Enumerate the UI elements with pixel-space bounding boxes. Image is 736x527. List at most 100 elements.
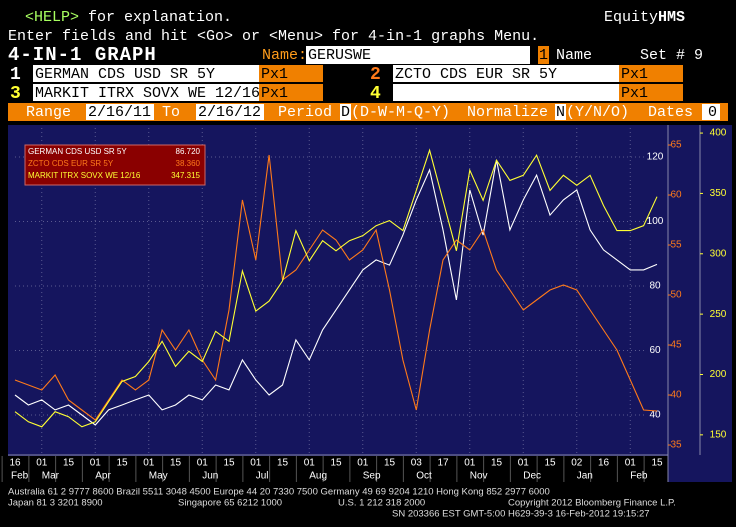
slot-number: 3 xyxy=(10,84,21,104)
footer-line: Copyright 2012 Bloomberg Finance L.P. xyxy=(508,498,676,509)
y-tick-label: 120 xyxy=(647,152,664,163)
y-tick-label: 250 xyxy=(710,309,727,320)
range-to-field[interactable] xyxy=(196,104,264,120)
x-month-label: Mar xyxy=(42,471,60,482)
y-tick-label: 100 xyxy=(647,216,664,227)
field-name: Px1 xyxy=(621,85,648,102)
dates-value: 0 xyxy=(708,104,717,121)
y-tick-label: 40 xyxy=(649,410,661,421)
x-tick-label: 15 xyxy=(330,458,342,469)
field-box[interactable] xyxy=(259,84,323,101)
x-month-label: Oct xyxy=(416,471,432,482)
x-tick-label: 16 xyxy=(598,458,610,469)
y-tick-label: 60 xyxy=(670,190,682,201)
to-label: To xyxy=(162,104,180,121)
security-field[interactable] xyxy=(393,84,619,101)
y-tick-label: 350 xyxy=(710,188,727,199)
slot-number: 2 xyxy=(370,65,381,85)
field-name: Px1 xyxy=(621,66,648,83)
x-month-label: Aug xyxy=(309,471,327,482)
legend-entry: MARKIT ITRX SOVX WE 12/16 xyxy=(28,171,141,180)
security-name: MARKIT ITRX SOVX WE 12/16 xyxy=(35,85,260,102)
x-tick-label: 15 xyxy=(63,458,75,469)
x-tick-label: 01 xyxy=(197,458,209,469)
help-key[interactable]: <HELP> xyxy=(25,9,79,26)
x-tick-label: 15 xyxy=(223,458,235,469)
chart: 16 01 15 01 15 01 15 01 15 01 15 01 15 01 15 03 17 01 15 01… xyxy=(1,125,727,482)
x-tick-label: 03 xyxy=(411,458,423,469)
x-month-label: Feb xyxy=(11,471,29,482)
range-to: 2/16/12 xyxy=(198,104,261,121)
dates-field[interactable] xyxy=(702,104,720,120)
legend-box xyxy=(24,144,206,186)
series-line xyxy=(14,154,658,421)
footer-line: Japan 81 3 3201 8900 xyxy=(8,498,103,509)
x-month-label: Dec xyxy=(523,471,541,482)
x-month-label: Jun xyxy=(202,471,218,482)
x-tick-label: 01 xyxy=(625,458,637,469)
slot-number: 4 xyxy=(370,84,381,104)
range-bar xyxy=(8,103,728,121)
y-tick-label: 400 xyxy=(710,128,727,139)
normalize-field[interactable] xyxy=(555,104,566,120)
x-tick-label: 01 xyxy=(464,458,476,469)
x-month-label: May xyxy=(149,471,168,482)
y-tick-label: 65 xyxy=(670,140,682,151)
name-index-box[interactable] xyxy=(538,46,549,64)
range-from-field[interactable] xyxy=(86,104,154,120)
field-name: Px1 xyxy=(261,66,288,83)
x-tick-label: 15 xyxy=(651,458,663,469)
security-name: ZCTO CDS EUR SR 5Y xyxy=(395,66,557,83)
security-name: GERMAN CDS USD SR 5Y xyxy=(35,66,215,83)
normalize-value: N xyxy=(556,104,565,121)
x-month-label: Feb xyxy=(630,471,648,482)
set-label: Set # 9 xyxy=(640,47,703,64)
series-line xyxy=(14,159,658,426)
y-tick-label: 50 xyxy=(670,290,682,301)
normalize-label: Normalize xyxy=(467,104,548,121)
period-label: Period xyxy=(278,104,332,121)
y-tick-label: 40 xyxy=(670,390,682,401)
range-label: Range xyxy=(26,104,71,121)
x-month-label: Nov xyxy=(470,471,488,482)
legend-value: 86.720 xyxy=(176,147,201,156)
y-tick-label: 45 xyxy=(670,340,682,351)
x-tick-label: 01 xyxy=(518,458,530,469)
security-field[interactable] xyxy=(393,65,619,82)
help-text: for explanation. xyxy=(88,9,232,26)
y-tick-label: 150 xyxy=(710,429,727,440)
legend-value: 38.360 xyxy=(176,159,201,168)
x-month-label: Jul xyxy=(256,471,269,482)
security-slots: 1 GERMAN CDS USD SR 5Y Px1 2 ZCTO CDS EUR SR… xyxy=(10,65,683,104)
legend-entry: GERMAN CDS USD SR 5Y xyxy=(28,147,127,156)
instructions: Enter fields and hit <Go> or <Menu> for … xyxy=(8,28,539,45)
y-tick-label: 35 xyxy=(670,440,682,451)
field-box[interactable] xyxy=(259,65,323,82)
x-tick-label: 16 xyxy=(9,458,21,469)
x-tick-label: 15 xyxy=(491,458,503,469)
y-tick-label: 60 xyxy=(649,345,661,356)
x-tick-label: 15 xyxy=(170,458,182,469)
screen-title: 4-IN-1 GRAPH xyxy=(8,44,157,66)
field-box[interactable] xyxy=(619,84,683,101)
period-value: D xyxy=(341,104,350,121)
date-strip xyxy=(8,456,668,482)
footer-line: U.S. 1 212 318 2000 xyxy=(338,498,425,509)
x-tick-label: 01 xyxy=(357,458,369,469)
name-field[interactable] xyxy=(306,46,530,64)
name-label: Name: xyxy=(262,47,307,64)
x-tick-label: 15 xyxy=(544,458,556,469)
x-tick-label: 15 xyxy=(384,458,396,469)
security-field[interactable] xyxy=(33,84,259,101)
brand: Equity xyxy=(604,9,658,26)
security-field[interactable] xyxy=(33,65,259,82)
field-box[interactable] xyxy=(619,65,683,82)
slot-number: 1 xyxy=(10,65,21,85)
x-tick-label: 01 xyxy=(304,458,316,469)
x-tick-label: 01 xyxy=(90,458,102,469)
period-field[interactable] xyxy=(340,104,351,120)
x-tick-label: 01 xyxy=(250,458,262,469)
legend-entry: ZCTO CDS EUR SR 5Y xyxy=(28,159,114,168)
x-tick-label: 02 xyxy=(571,458,583,469)
